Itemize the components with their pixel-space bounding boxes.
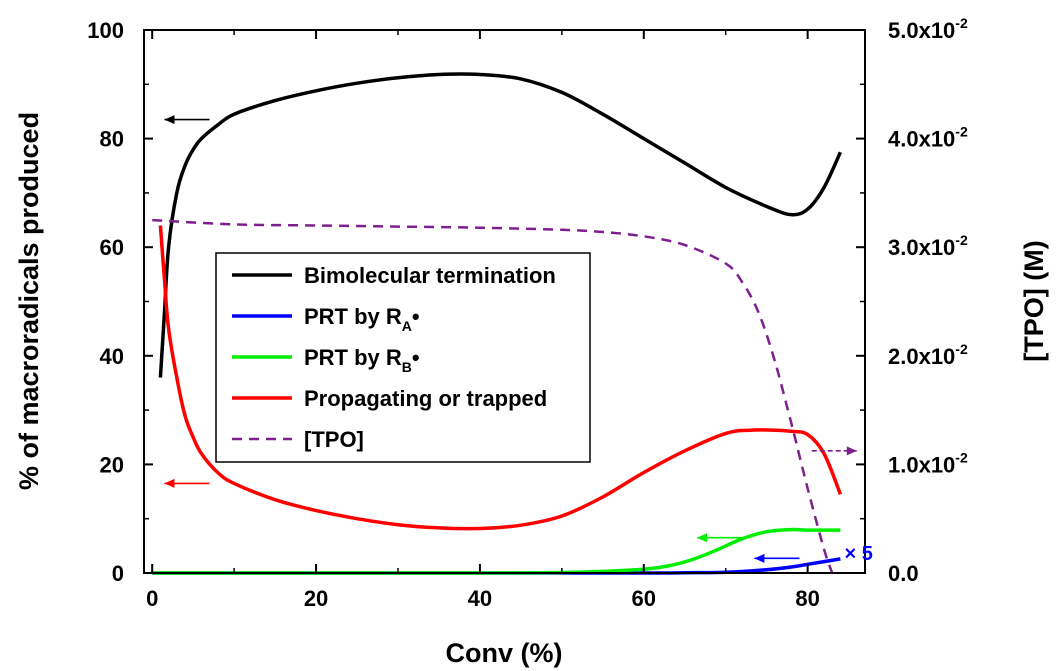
x-tick-label-1: 20 (304, 586, 328, 611)
legend-label-text: PRT by R (304, 304, 402, 329)
legend-label-suffix: • (412, 345, 420, 370)
y2-tick-exponent: -2 (955, 341, 968, 357)
x-tick-label-4: 80 (795, 586, 819, 611)
x-tick-label-3: 60 (632, 586, 656, 611)
axis-ticks (144, 29, 865, 574)
y2-tick-exponent: -2 (955, 124, 968, 140)
y2-tick-label-4: 4.0x10-2 (888, 124, 968, 152)
series-line-3 (158, 225, 843, 531)
y2-tick-exponent: -2 (955, 449, 968, 465)
y-tick-label-0: 0 (112, 561, 124, 586)
legend-label-0: Bimolecular termination (304, 263, 556, 288)
series-line-1 (152, 557, 841, 575)
indicator-arrowhead-3 (754, 553, 765, 563)
y2-tick-label-2: 2.0x10-2 (888, 341, 968, 369)
y2-tick-mantissa: 1.0x10 (888, 452, 955, 477)
series-line-2 (152, 527, 841, 575)
y2-tick-label-5: 5.0x10-2 (888, 15, 968, 43)
legend-label-text: Bimolecular termination (304, 263, 556, 288)
y2-axis-title: [TPO] (M) (1019, 240, 1049, 361)
y2-tick-mantissa: 2.0x10 (888, 344, 955, 369)
legend-label-text: [TPO] (304, 427, 364, 452)
annotations: × 5 (845, 543, 873, 565)
legend-label-subscript: B (402, 359, 412, 375)
axis-tick-labels: 0 20 40 60 800204060801000.01.0x10-22.0x10-2… (87, 15, 968, 611)
y2-tick-label-3: 3.0x10-2 (888, 232, 968, 260)
y-tick-label-2: 40 (100, 344, 124, 369)
y-tick-label-3: 60 (100, 235, 124, 260)
indicator-arrowhead-1 (164, 478, 175, 488)
series-line-0 (158, 72, 842, 378)
y2-tick-label-0: 0.0 (888, 561, 919, 586)
legend-label-suffix: • (412, 304, 420, 329)
y2-tick-exponent: -2 (955, 232, 968, 248)
y2-tick-mantissa: 5.0x10 (888, 18, 955, 43)
y2-tick-exponent: -2 (955, 15, 968, 31)
legend-label-text: PRT by R (304, 345, 402, 370)
y2-tick-mantissa: 0.0 (888, 561, 919, 586)
series-line-4 (152, 218, 834, 574)
y-axis-title: % of macroradicals produced (14, 112, 44, 490)
y2-tick-mantissa: 4.0x10 (888, 127, 955, 152)
legend-label-subscript: A (402, 318, 412, 334)
legend-label-3: Propagating or trapped (304, 386, 547, 411)
x-axis-title: Conv (%) (446, 638, 563, 668)
indicator-arrowhead-4 (846, 446, 857, 456)
y2-tick-label-1: 1.0x10-2 (888, 449, 968, 477)
legend-label-text: Propagating or trapped (304, 386, 547, 411)
legend-label-2: PRT by RB• (304, 345, 420, 375)
y-tick-label-1: 20 (100, 452, 124, 477)
indicator-arrowhead-0 (164, 115, 175, 125)
annotation-times-5: × 5 (845, 543, 873, 565)
axis-indicator-arrows (164, 115, 857, 563)
y2-tick-mantissa: 3.0x10 (888, 235, 955, 260)
x-tick-label-0: 0 (146, 586, 158, 611)
legend-label-4: [TPO] (304, 427, 364, 452)
y-tick-label-4: 80 (100, 127, 124, 152)
x-tick-label-2: 40 (468, 586, 492, 611)
y-tick-label-5: 100 (87, 18, 124, 43)
indicator-arrowhead-2 (697, 533, 708, 543)
legend-label-1: PRT by RA• (304, 304, 420, 334)
